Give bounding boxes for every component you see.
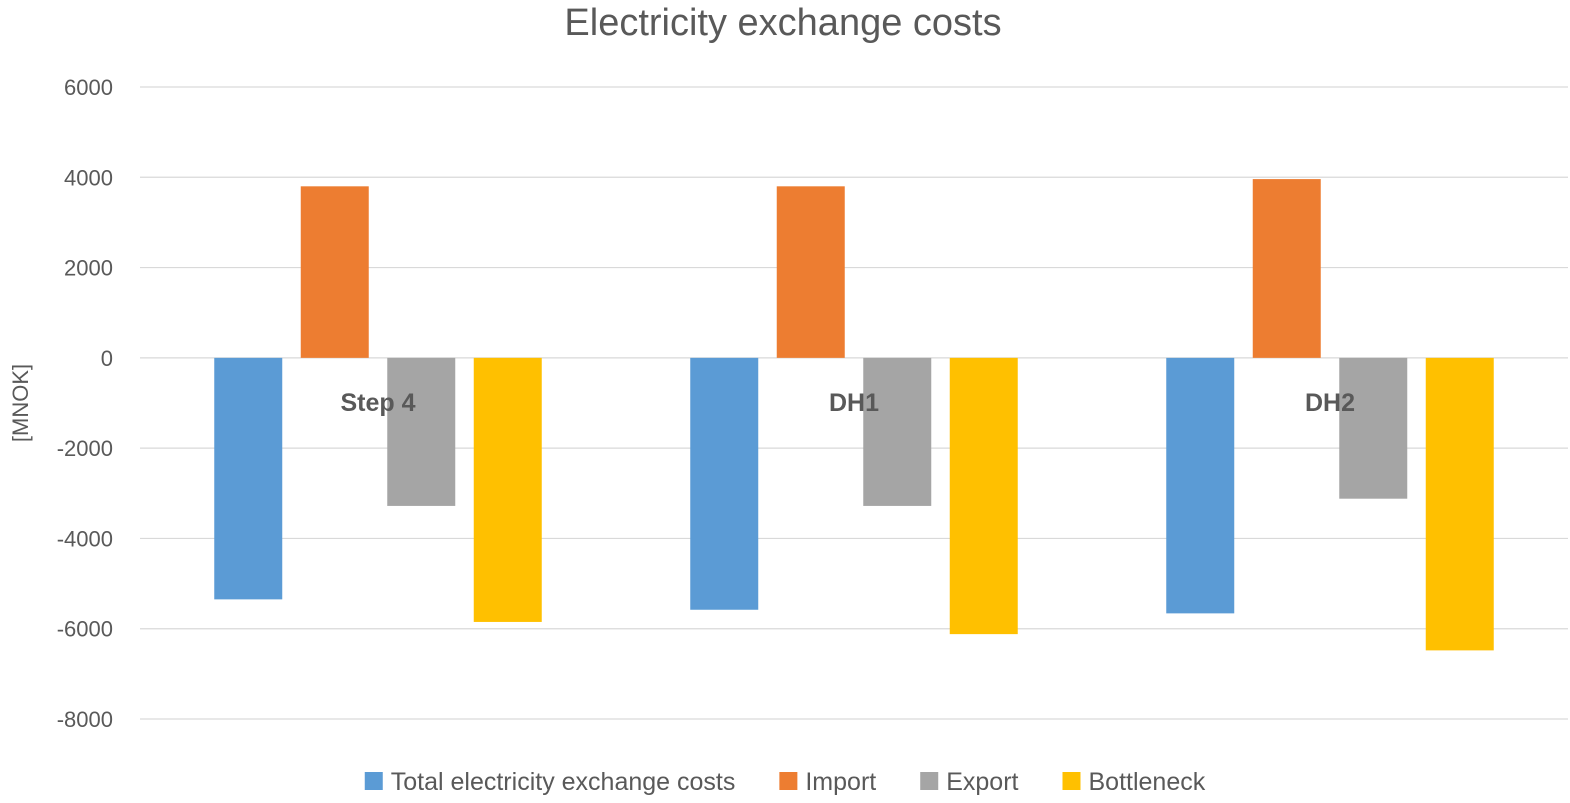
bar-export-dh2 [1339, 357, 1408, 499]
bar-bottleneck-step-4 [473, 357, 542, 622]
bar-total-electricity-exchange-costs-dh1 [690, 357, 759, 610]
bar-bottleneck-dh1 [949, 357, 1018, 635]
legend-swatch [364, 772, 383, 790]
bar-total-electricity-exchange-costs-dh2 [1166, 357, 1235, 614]
category-label: DH2 [1305, 389, 1355, 417]
y-tick-label: 0 [101, 346, 113, 371]
category-labels: Step 4 DH1 DH2 [340, 389, 1355, 417]
legend: Total electricity exchange costs Import Ex… [364, 768, 1206, 796]
category-label: DH1 [829, 389, 879, 417]
legend-swatch [920, 772, 939, 790]
bar-export-step-4 [387, 357, 456, 506]
bars [214, 179, 1494, 651]
y-tick-label: 6000 [64, 75, 113, 100]
legend-item: Bottleneck [1062, 768, 1206, 796]
legend-swatch [779, 772, 798, 790]
legend-item: Export [920, 768, 1019, 796]
bar-export-dh1 [863, 357, 932, 506]
y-tick-label: -8000 [57, 707, 113, 732]
y-axis-ticks: 6000 4000 2000 0 -2000 -4000 -6000 -8000 [57, 75, 113, 732]
legend-item: Import [779, 768, 876, 796]
bar-total-electricity-exchange-costs-step-4 [214, 357, 283, 600]
chart-title: Electricity exchange costs [564, 2, 1001, 44]
category-label: Step 4 [340, 389, 415, 417]
y-tick-label: -4000 [57, 526, 113, 551]
bar-import-dh2 [1252, 179, 1321, 358]
y-tick-label: 2000 [64, 256, 113, 281]
legend-label: Bottleneck [1088, 768, 1205, 796]
bar-bottleneck-dh2 [1425, 357, 1494, 651]
legend-label: Total electricity exchange costs [391, 768, 736, 796]
y-tick-label: 4000 [64, 165, 113, 190]
y-axis-label: [MNOK] [8, 364, 33, 442]
gridlines [140, 86, 1568, 720]
legend-item: Total electricity exchange costs [364, 768, 736, 796]
bar-import-dh1 [776, 186, 845, 358]
legend-label: Export [946, 768, 1018, 796]
bar-import-step-4 [300, 186, 369, 358]
y-tick-label: -6000 [57, 617, 113, 642]
y-tick-label: -2000 [57, 436, 113, 461]
legend-label: Import [805, 768, 876, 796]
legend-swatch [1062, 772, 1081, 790]
